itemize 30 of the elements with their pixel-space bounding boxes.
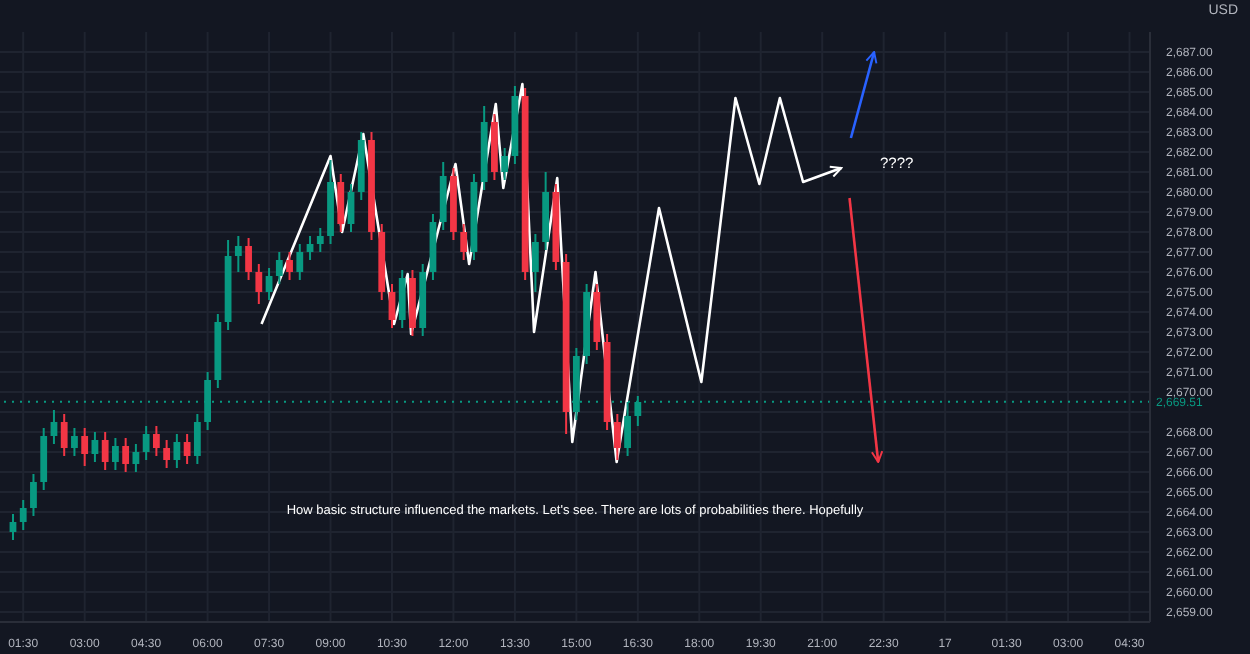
candlestick [275,251,283,285]
candlestick [501,147,509,181]
candlestick [193,413,201,465]
candlestick [122,437,130,473]
candlestick [183,433,191,465]
candlestick [337,173,345,233]
candlestick [81,427,89,467]
candlestick [245,237,252,281]
candlestick [71,427,78,457]
candlestick [531,233,539,293]
candlestick [132,443,140,473]
candlestick [142,425,150,461]
candlestick [101,431,109,471]
candlestick [439,161,447,231]
candlestick [296,243,304,281]
candlestick [460,223,468,261]
candlestick [286,251,293,281]
candlestick [30,473,37,517]
candlestick [152,425,160,457]
candlestick [60,413,68,457]
candlestick [19,499,27,531]
candlestick [163,439,171,469]
candlestick [40,427,48,491]
candlestick [173,433,181,469]
candlestick [255,263,263,305]
candlestick [234,235,242,273]
candlestick [613,413,621,461]
candlestick [112,437,119,471]
candlestick [398,269,406,329]
candlestick [316,227,324,253]
